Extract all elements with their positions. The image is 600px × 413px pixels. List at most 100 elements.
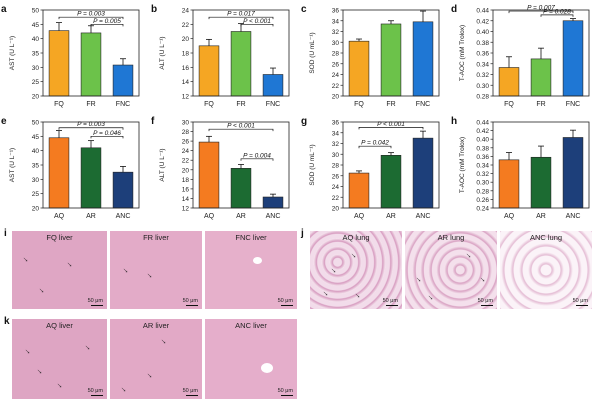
panel-letter-j: j <box>301 228 304 239</box>
y-axis-label: T-AOC (mM Trolox) <box>459 137 466 193</box>
scale-bar: 50 μm <box>478 298 493 306</box>
y-tick-label: 0.44 <box>476 8 489 15</box>
chart-panel-h: h 0.24 0.26 0.280.30 0.320.34 0.36 0.380.40 0.4… <box>451 116 590 220</box>
plot-frame <box>492 121 590 209</box>
y-tick-label: 0.38 <box>476 145 489 152</box>
micrograph-label: FQ liver <box>46 233 73 242</box>
significance-bracket <box>508 10 574 14</box>
bar <box>380 23 402 97</box>
arrow-icon: → <box>413 272 426 285</box>
y-tick-label: 26 <box>332 173 340 180</box>
y-tick-label: 30 <box>332 152 340 159</box>
x-tick-label: AR <box>86 213 96 220</box>
bar <box>112 64 134 97</box>
bar-charts: a 20 25 30 35 40 45 50 AST (U L⁻¹) FQ FR FNC P = 0.0… <box>1 4 590 220</box>
micrograph-anc-lung: ANC lung 50 μm <box>500 231 592 309</box>
scale-bar: 50 μm <box>183 388 198 396</box>
scale-bar: 50 μm <box>383 298 398 306</box>
bar <box>412 21 434 97</box>
micrograph-fq-liver: FQ liver → → → 50 μm <box>12 231 107 309</box>
bar <box>112 171 134 209</box>
arrow-icon: → <box>144 268 157 281</box>
chart-panel-a: a 20 25 30 35 40 45 50 AST (U L⁻¹) FQ FR FNC P = 0.0… <box>1 4 140 108</box>
y-axis-label: ALT (U L⁻¹) <box>159 36 166 69</box>
arrow-icon: → <box>320 286 333 299</box>
bar <box>48 137 70 209</box>
bar <box>48 30 70 97</box>
x-tick-label: AR <box>236 213 246 220</box>
y-tick-label: 24 <box>332 184 340 191</box>
vessel-lumen <box>253 257 262 264</box>
significance-label: P = 0.003 <box>77 121 105 128</box>
micrograph-label: ANC lung <box>529 233 563 242</box>
x-tick-label: FNC <box>566 101 580 108</box>
bar <box>262 74 284 97</box>
plot-frame <box>42 121 140 209</box>
arrow-icon: → <box>34 364 47 377</box>
micrograph-label: AR lung <box>437 233 465 242</box>
y-axis-label: SOD (U mL⁻¹) <box>309 32 316 73</box>
arrow-icon: → <box>463 248 476 261</box>
y-tick-label: 32 <box>332 141 340 148</box>
y-tick-label: 0.30 <box>476 180 489 187</box>
y-tick-label: 36 <box>332 8 340 15</box>
x-tick-label: FR <box>386 101 395 108</box>
panel-letter: f <box>151 116 155 127</box>
y-tick-label: 20 <box>32 94 40 101</box>
y-tick-label: 45 <box>32 22 40 29</box>
significance-bracket <box>90 23 124 27</box>
bar <box>198 45 220 97</box>
panel-letter-i: i <box>4 228 7 239</box>
scale-bar: 50 μm <box>88 388 103 396</box>
y-tick-label: 22 <box>332 195 340 202</box>
significance-label: P < 0.001 <box>227 123 255 130</box>
bar <box>562 137 584 209</box>
y-tick-label: 28 <box>332 163 340 170</box>
y-tick-label: 34 <box>332 18 340 25</box>
arrow-icon: → <box>22 344 35 357</box>
significance-bracket <box>58 16 124 20</box>
y-tick-label: 26 <box>332 61 340 68</box>
y-tick-label: 30 <box>332 40 340 47</box>
y-tick-label: 0.34 <box>476 163 489 170</box>
y-tick-label: 0.34 <box>476 61 489 68</box>
y-tick-label: 24 <box>182 8 190 15</box>
y-tick-label: 0.38 <box>476 40 489 47</box>
significance-label: P = 0.004 <box>243 152 271 159</box>
y-axis-label: T-AOC (mM Trolox) <box>459 25 466 81</box>
significance-label: P = 0.003 <box>77 11 105 18</box>
bar <box>530 58 552 97</box>
x-tick-label: FNC <box>116 101 130 108</box>
micrograph-label: ANC liver <box>235 321 267 330</box>
plot-frame <box>192 9 290 97</box>
bar <box>80 147 102 209</box>
scale-bar: 50 μm <box>88 298 103 306</box>
y-tick-label: 25 <box>32 191 40 198</box>
x-tick-label: FR <box>236 101 245 108</box>
scale-bar: 50 μm <box>183 298 198 306</box>
y-tick-label: 50 <box>32 120 40 127</box>
y-tick-label: 30 <box>32 65 40 72</box>
y-tick-label: 30 <box>32 177 40 184</box>
arrow-icon: → <box>328 263 341 276</box>
y-tick-label: 0.42 <box>476 128 489 135</box>
arrow-icon: → <box>54 378 67 391</box>
y-tick-label: 20 <box>332 94 340 101</box>
plot-frame <box>42 9 140 97</box>
significance-label: P = 0.028 <box>543 8 571 15</box>
panel-letter-k: k <box>4 316 10 327</box>
arrow-icon: → <box>82 340 95 353</box>
scale-bar: 50 μm <box>278 298 293 306</box>
y-tick-label: 28 <box>332 51 340 58</box>
y-tick-label: 14 <box>182 79 190 86</box>
y-tick-label: 0.42 <box>476 18 489 25</box>
y-tick-label: 36 <box>332 120 340 127</box>
y-tick-label: 0.36 <box>476 51 489 58</box>
y-tick-label: 26 <box>182 139 190 146</box>
y-tick-label: 0.28 <box>476 188 489 195</box>
bar <box>348 40 370 97</box>
scale-bar: 50 μm <box>573 298 588 306</box>
x-tick-label: FQ <box>354 101 364 108</box>
significance-bracket <box>90 135 124 139</box>
panel-letter: g <box>301 116 307 127</box>
